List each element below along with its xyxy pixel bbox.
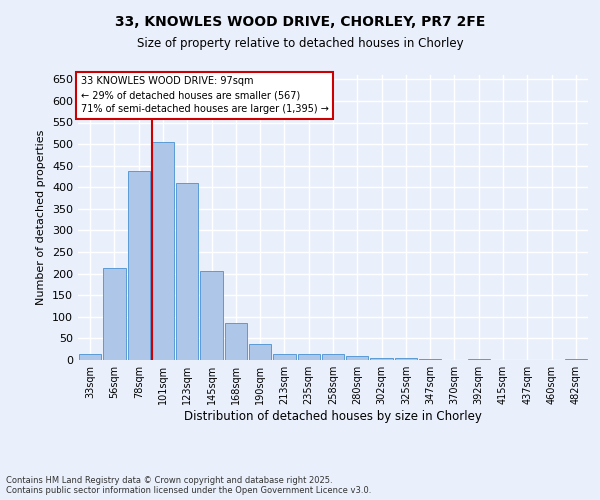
Bar [103, 268, 125, 360]
Text: 33 KNOWLES WOOD DRIVE: 97sqm
← 29% of detached houses are smaller (567)
71% of s: 33 KNOWLES WOOD DRIVE: 97sqm ← 29% of de… [80, 76, 328, 114]
X-axis label: Distribution of detached houses by size in Chorley: Distribution of detached houses by size … [184, 410, 482, 423]
Bar [346, 356, 368, 360]
Bar [224, 323, 247, 360]
Bar [395, 358, 417, 360]
Bar [152, 142, 174, 360]
Bar [298, 354, 320, 360]
Text: Size of property relative to detached houses in Chorley: Size of property relative to detached ho… [137, 38, 463, 51]
Bar [565, 358, 587, 360]
Bar [176, 183, 199, 360]
Bar [419, 359, 442, 360]
Bar [79, 354, 101, 360]
Bar [128, 171, 150, 360]
Bar [273, 354, 296, 360]
Bar [200, 272, 223, 360]
Bar [467, 358, 490, 360]
Text: Contains HM Land Registry data © Crown copyright and database right 2025.
Contai: Contains HM Land Registry data © Crown c… [6, 476, 371, 495]
Bar [322, 354, 344, 360]
Y-axis label: Number of detached properties: Number of detached properties [37, 130, 46, 305]
Bar [370, 358, 393, 360]
Bar [249, 344, 271, 360]
Text: 33, KNOWLES WOOD DRIVE, CHORLEY, PR7 2FE: 33, KNOWLES WOOD DRIVE, CHORLEY, PR7 2FE [115, 15, 485, 29]
